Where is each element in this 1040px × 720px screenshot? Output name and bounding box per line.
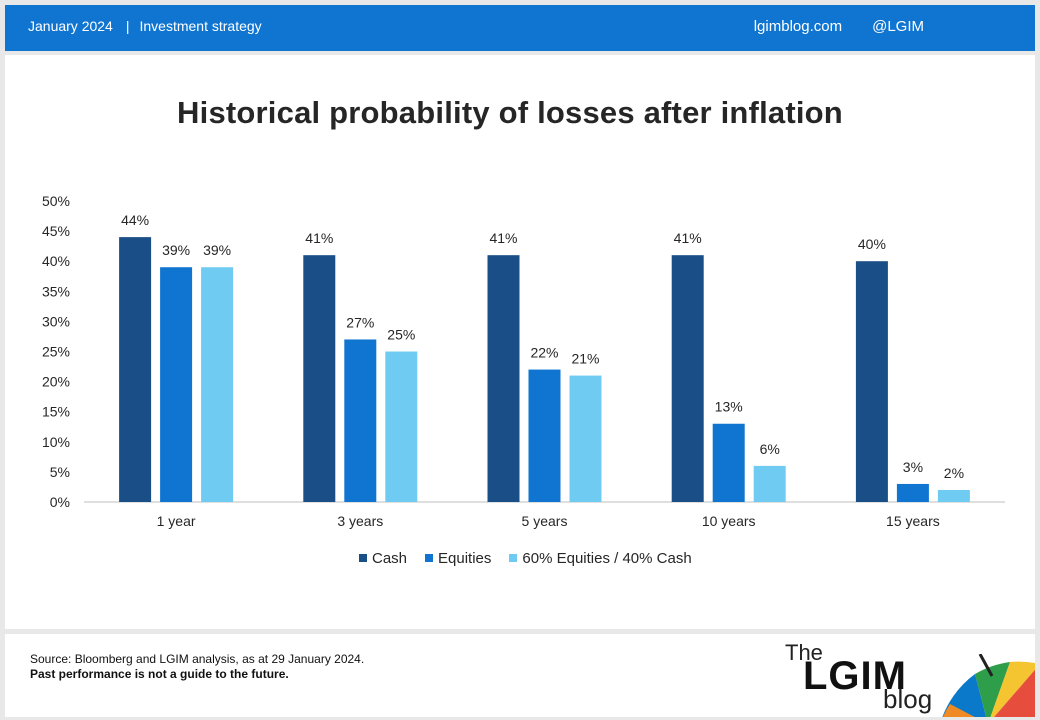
data-label: 25% (387, 327, 415, 343)
y-tick-label: 20% (42, 374, 70, 390)
x-tick-label: 10 years (702, 513, 756, 529)
site-link[interactable]: lgimblog.com (753, 18, 843, 35)
data-label: 40% (858, 236, 886, 252)
y-tick-label: 45% (42, 223, 70, 239)
data-label: 41% (305, 230, 333, 246)
disclaimer-note: Past performance is not a guide to the f… (30, 667, 289, 681)
y-tick-label: 50% (42, 193, 70, 209)
data-label: 13% (715, 399, 743, 415)
bar (569, 375, 602, 502)
legend-swatch (425, 554, 434, 562)
x-tick-label: 5 years (522, 513, 568, 529)
bar (712, 423, 745, 502)
data-label: 39% (162, 242, 190, 258)
legend-swatch (509, 554, 518, 562)
y-tick-label: 5% (50, 464, 70, 480)
bar (528, 369, 561, 502)
legend-label: 60% Equities / 40% Cash (522, 549, 692, 567)
header-bar: January 2024 | Investment strategy lgimblo… (5, 5, 1035, 51)
data-label: 22% (530, 345, 558, 361)
legend-item: Equities (425, 550, 491, 567)
header-separator: | (125, 18, 130, 34)
chart-legend: Cash Equities 60% Equities / 40% Cash (359, 549, 710, 567)
y-tick-label: 30% (42, 313, 70, 329)
y-tick-label: 15% (42, 404, 70, 420)
y-tick-label: 35% (42, 283, 70, 299)
x-tick-label: 1 year (157, 513, 196, 529)
data-label: 44% (121, 212, 149, 228)
bar (937, 489, 970, 502)
data-label: 41% (489, 230, 517, 246)
legend-swatch (359, 554, 367, 562)
header-right: lgimblog.com @LGIM (754, 18, 924, 35)
legend-label: Equities (438, 549, 492, 567)
data-label: 27% (346, 314, 374, 330)
logo-the: The (785, 640, 823, 665)
x-tick-label: 15 years (886, 513, 940, 529)
data-label: 6% (760, 441, 780, 457)
logo-lgim: LGIM (803, 654, 907, 698)
data-label: 3% (903, 459, 923, 475)
header-date: January 2024 (28, 18, 113, 34)
bar (201, 267, 234, 502)
data-label: 2% (944, 465, 964, 481)
twitter-handle-link[interactable]: @LGIM (872, 18, 924, 35)
bar (385, 351, 418, 502)
bar (671, 255, 704, 502)
y-tick-label: 10% (42, 434, 70, 450)
header-left: January 2024 | Investment strategy (28, 18, 262, 34)
y-tick-label: 40% (42, 253, 70, 269)
bar (753, 465, 786, 502)
bar (119, 237, 152, 502)
bar (344, 339, 377, 502)
source-note: Source: Bloomberg and LGIM analysis, as … (30, 652, 365, 666)
bar (303, 255, 336, 502)
y-tick-label: 0% (50, 494, 70, 510)
legend-label: Cash (372, 549, 408, 567)
umbrella-icon (942, 654, 1035, 717)
x-tick-label: 3 years (337, 513, 383, 529)
header-section: Investment strategy (139, 18, 262, 34)
legend-item: 60% Equities / 40% Cash (509, 549, 692, 567)
y-tick-label: 25% (42, 344, 70, 360)
logo-blog: blog (883, 684, 933, 714)
bar (855, 261, 888, 502)
footer-panel: Source: Bloomberg and LGIM analysis, as … (5, 634, 1035, 717)
legend-item: Cash (359, 550, 407, 567)
bar (160, 267, 193, 502)
data-label: 21% (571, 351, 599, 367)
lgim-blog-logo: The LGIM blog (780, 638, 940, 717)
bar (896, 483, 929, 502)
data-label: 39% (203, 242, 231, 258)
data-label: 41% (674, 230, 702, 246)
bar (487, 255, 520, 502)
chart-title: Historical probability of losses after i… (177, 95, 843, 130)
